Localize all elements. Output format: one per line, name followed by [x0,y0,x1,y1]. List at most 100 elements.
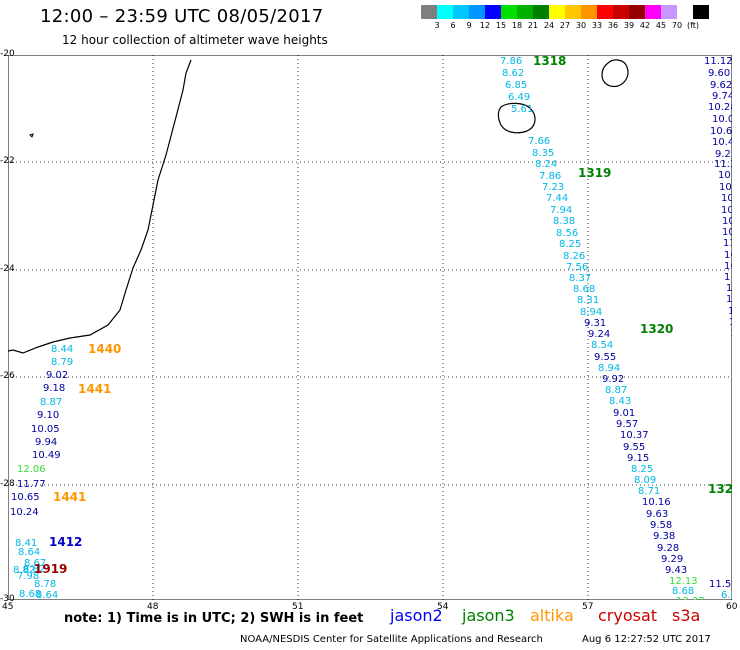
wave-height-reading: 9.10 [37,410,59,421]
wave-height-reading: 10.2 [722,227,732,238]
wave-height-reading: 10.16 [719,182,732,193]
satellite-legend-item: altika [530,606,574,625]
longitude-label: 48 [147,602,159,612]
map-subtitle: 12 hour collection of altimeter wave hei… [62,33,328,47]
footnote: note: 1) Time is in UTC; 2) SWH is in fe… [64,611,364,626]
satellite-legend-item: s3a [672,606,701,625]
colorbar-label: 15 [495,21,507,30]
wave-height-reading: 8.87 [40,397,62,408]
latitude-label: -24 [0,264,15,274]
latitude-label: -30 [0,594,15,604]
wave-height-reading: 8.09 [634,475,656,486]
wave-height-reading: 8.64 [18,547,40,558]
pass-label: 1919 [34,562,67,576]
latitude-label: -28 [0,479,15,489]
wave-height-reading: 9.01 [613,408,635,419]
wave-height-reading: 9.43 [665,565,687,576]
wave-height-reading: 9.94 [35,437,57,448]
wave-height-reading: 11. [724,272,732,283]
wave-height-reading: 8.31 [577,295,599,306]
wave-height-reading: 8.94 [598,363,620,374]
colorbar-label: 12 [479,21,491,30]
colorbar-label: 21 [527,21,539,30]
map-frame [8,55,732,600]
credit-line: NOAA/NESDIS Center for Satellite Applica… [240,634,543,645]
colorbar-swatch [677,5,693,19]
wave-height-reading: 10.09 [712,114,732,125]
wave-height-reading: 10 [728,306,732,317]
latitude-label: -26 [0,371,15,381]
colorbar-swatch [453,5,469,19]
wave-height-reading: 8.43 [609,396,631,407]
wave-height-reading: 8.79 [51,357,73,368]
wave-height-reading: 11.77 [17,479,46,490]
wave-height-reading: 8.62 [502,68,524,79]
wave-height-reading: 9.28 [715,149,732,160]
wave-height-reading: 6.49 [508,92,530,103]
wave-height-reading: 9.28 [657,543,679,554]
colorbar-label: 36 [607,21,619,30]
colorbar-label: 3 [434,21,440,30]
colorbar-label: 18 [511,21,523,30]
colorbar-label: 33 [591,21,603,30]
wave-height-reading: 10.37 [620,430,649,441]
wave-height-reading: 9.58 [650,520,672,531]
longitude-label: 54 [437,602,449,612]
colorbar-label: 70 [671,21,683,30]
wave-height-reading: 9.24 [588,329,610,340]
pass-label: 1441 [78,382,111,396]
wave-height-reading: 10.16 [642,497,671,508]
altimeter-map: 7.868.626.856.495.617.668.358.247.867.23… [8,55,732,600]
wave-height-reading: 7.86 [500,56,522,67]
colorbar-swatch [613,5,629,19]
wave-height-reading: 8.56 [556,228,578,239]
wave-height-reading: 10. [724,261,732,272]
wave-height-reading: 9.18 [43,383,65,394]
wave-height-reading: 11.54 [709,579,732,590]
wave-height-reading: 9.38 [653,531,675,542]
wave-height-reading: 10.49 [712,137,732,148]
colorbar-label: 39 [623,21,635,30]
pass-label: 1319 [578,166,611,180]
colorbar-swatch [597,5,613,19]
wave-height-reading: 6.85 [505,80,527,91]
map-title: 12:00 – 23:59 UTC 08/05/2017 [40,6,324,27]
wave-height-reading: 10.60 [710,126,732,137]
wave-height-reading: 8.71 [638,486,660,497]
colorbar-swatch [693,5,709,19]
colorbar-swatch [501,5,517,19]
wave-height-reading: 8.67 [24,558,46,569]
wave-height-reading: 9.57 [616,419,638,430]
islet [29,133,34,138]
wave-height-reading: 9.74 [712,91,732,102]
wave-height-reading: 11.3 [723,238,732,249]
colorbar-label: 30 [575,21,587,30]
wave-height-reading: 9.63 [646,509,668,520]
colorbar-swatch [645,5,661,19]
wave-height-reading: 9.29 [661,554,683,565]
wave-height-reading: 8.37 [569,273,591,284]
colorbar-swatch [469,5,485,19]
wave-height-reading: 7.98 [17,571,39,582]
wave-height-reading: 8.41 [15,538,37,549]
wave-height-reading: 8.64 [36,590,58,600]
wave-height-reading: 8.44 [51,344,73,355]
wave-height-reading: 9.55 [594,352,616,363]
colorbar-label: (ft) [686,21,700,30]
wave-height-reading: 9.31 [584,318,606,329]
colorbar-label: 6 [450,21,456,30]
wave-height-reading: 8.25 [631,464,653,475]
longitude-label: 57 [582,602,594,612]
wave-height-reading: 12.13 [669,576,698,587]
wave-height-reading: 7.86 [539,171,561,182]
wave-height-reading: 6.96 [721,590,732,600]
wave-height-reading: 8.82 [23,564,45,575]
colorbar-label: 24 [543,21,555,30]
pass-label: 1412 [49,535,82,549]
wave-height-reading: 7.56 [566,262,588,273]
wave-height-reading: 7.66 [528,136,550,147]
colorbar-label: 42 [639,21,651,30]
colorbar-swatch [437,5,453,19]
colorbar-label: 45 [655,21,667,30]
